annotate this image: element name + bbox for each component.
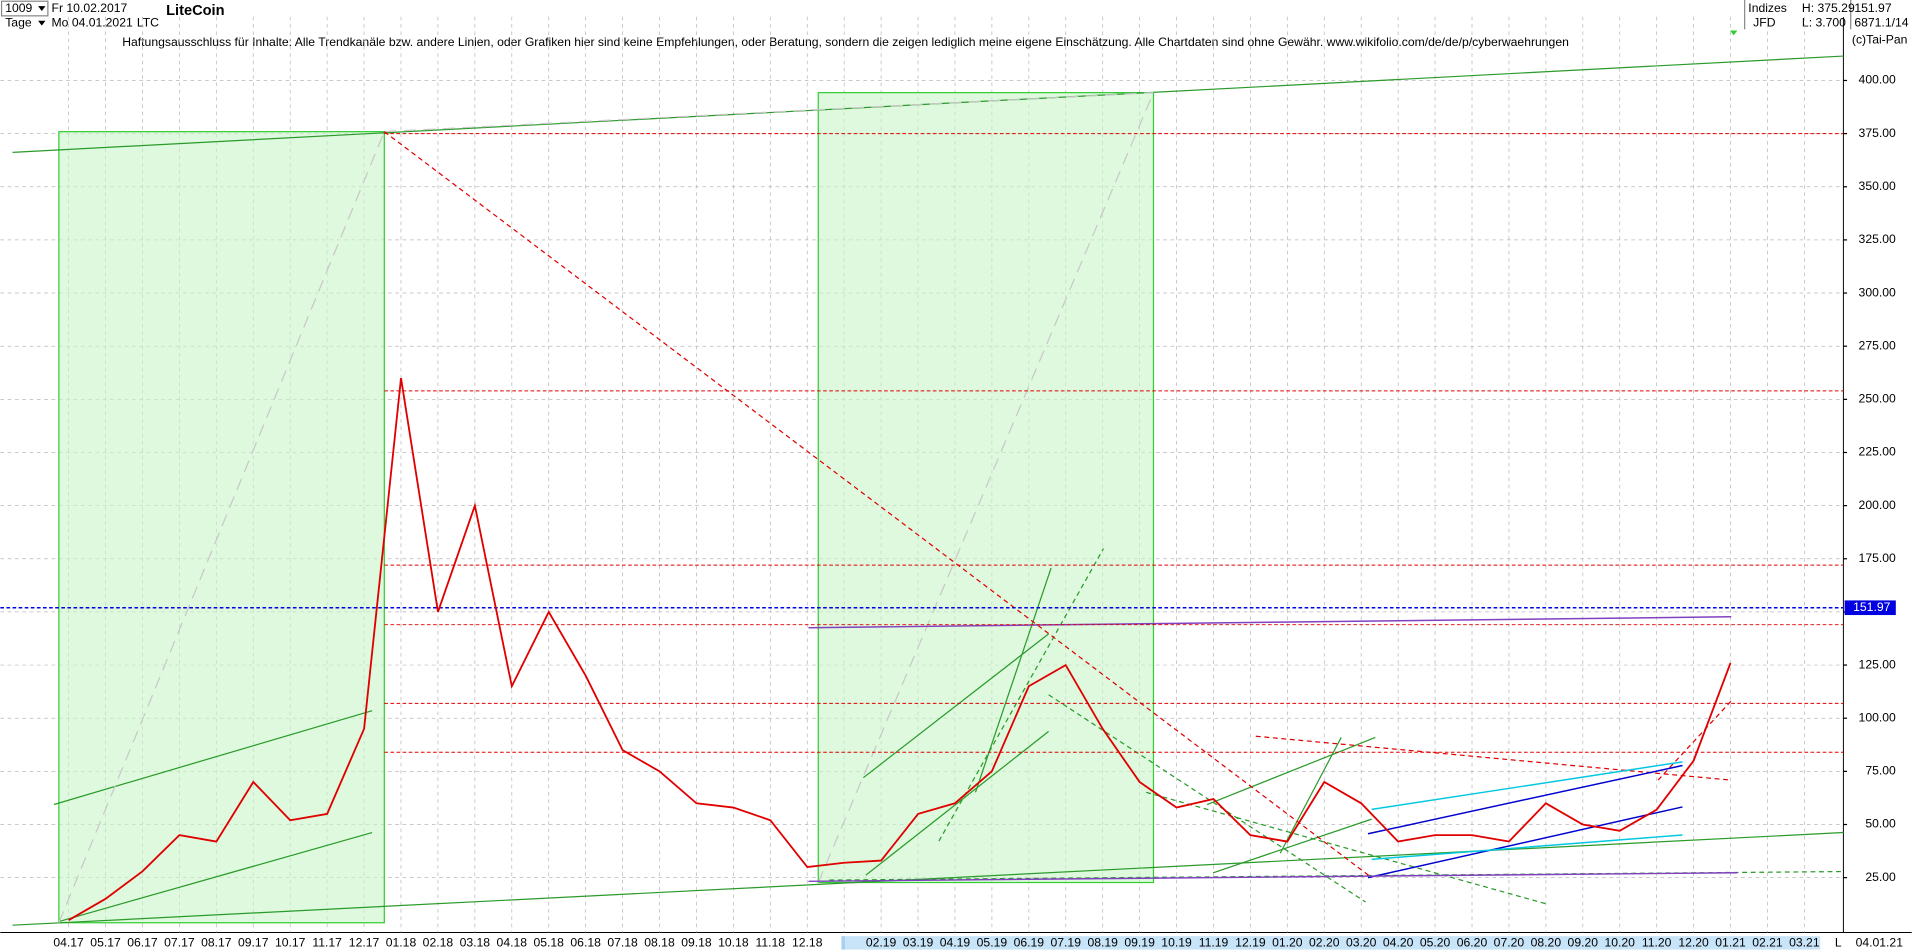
x-tick-label: 10.20 xyxy=(1604,936,1635,950)
chart-id: 1009 xyxy=(5,1,32,15)
price-line xyxy=(68,377,1732,921)
x-tick-label: 05.19 xyxy=(977,936,1008,950)
x-tick-label: 01.20 xyxy=(1272,936,1303,950)
x-tick-label: 09.19 xyxy=(1124,936,1155,950)
x-tick-label: 08.18 xyxy=(644,936,675,950)
x-tick-label: 11.18 xyxy=(756,936,786,950)
red-trend-lines xyxy=(383,131,1732,879)
high: H: 375.29 xyxy=(1802,1,1855,15)
last-price-label: 151.97 xyxy=(1853,600,1890,614)
x-tick-label: 08.20 xyxy=(1531,936,1562,950)
x-tick-label: 05.17 xyxy=(90,936,121,950)
x-tick-label: 06.17 xyxy=(127,936,158,950)
x-tick-label: 12.19 xyxy=(1235,936,1266,950)
x-tick-label: 07.18 xyxy=(607,936,638,950)
x-tick-label: 04.18 xyxy=(497,936,528,950)
y-tick-label: 250.00 xyxy=(1859,392,1896,406)
channel-lines xyxy=(808,616,1738,883)
gann-lines xyxy=(58,92,1155,923)
x-tick-label: 09.18 xyxy=(681,936,712,950)
x-tick-label: 02.19 xyxy=(866,936,897,950)
x-tick-label: 03.21 xyxy=(1789,936,1820,950)
x-tick-label: 01.21 xyxy=(1715,936,1746,950)
plot xyxy=(0,133,1844,921)
code: 6871.1/14 xyxy=(1854,15,1908,29)
trend-lines xyxy=(12,55,1844,926)
x-tick-label: 03.19 xyxy=(903,936,934,950)
x-tick-label: 12.17 xyxy=(349,936,380,950)
chart-title: LiteCoin xyxy=(166,3,225,19)
x-tick-label: 10.19 xyxy=(1161,936,1192,950)
y-tick-label: 275.00 xyxy=(1859,338,1896,352)
last-price-box xyxy=(1844,600,1896,616)
y-tick-label: 300.00 xyxy=(1859,285,1896,299)
copyright: (c)Tai-Pan xyxy=(1852,32,1907,46)
highlight xyxy=(845,936,1821,950)
mode-label: L xyxy=(1835,936,1842,950)
x-tick-label: 02.21 xyxy=(1752,936,1783,950)
y-tick-label: 200.00 xyxy=(1859,498,1896,512)
marker xyxy=(1730,30,1738,36)
y-tick-label: 325.00 xyxy=(1859,232,1896,246)
x-tick-label: 06.19 xyxy=(1014,936,1045,950)
x-tick-label: 05.20 xyxy=(1420,936,1451,950)
x-tick-label: 02.20 xyxy=(1309,936,1340,950)
y-tick-label: 125.00 xyxy=(1859,657,1896,671)
id-box[interactable] xyxy=(0,0,49,17)
y-tick-label: 400.00 xyxy=(1859,73,1896,87)
chart-subtitle: Haftungsausschluss für Inhalte: Alle Tre… xyxy=(122,35,1569,49)
x-tick-label: 09.20 xyxy=(1568,936,1599,950)
x-tick-label: 02.18 xyxy=(423,936,454,950)
y-tick-label: 50.00 xyxy=(1865,817,1896,831)
y-tick-label: 225.00 xyxy=(1859,445,1896,459)
end-date: Mo 04.01.2021 xyxy=(52,15,133,29)
start-date: Fr 10.02.2017 xyxy=(52,1,128,15)
x-tick-label: 09.17 xyxy=(238,936,269,950)
x-tick-label: 11.19 xyxy=(1199,936,1229,950)
price: 151.97 xyxy=(1854,1,1891,15)
y-tick-label: 100.00 xyxy=(1859,710,1896,724)
x-tick-label: 08.17 xyxy=(201,936,232,950)
x-tick-label: 04.17 xyxy=(53,936,84,950)
low: L: 3.700 xyxy=(1802,15,1846,29)
x-tick-label: 12.20 xyxy=(1678,936,1709,950)
group: Indizes xyxy=(1748,1,1787,15)
x-tick-label: 12.18 xyxy=(792,936,823,950)
y-tick-label: 75.00 xyxy=(1865,764,1896,778)
x-tick-label: 07.20 xyxy=(1494,936,1525,950)
x-tick-label: 04.20 xyxy=(1383,936,1414,950)
x-tick-label: 03.18 xyxy=(460,936,491,950)
symbol: LTC xyxy=(137,15,159,29)
x-tick-label: 11.20 xyxy=(1642,936,1672,950)
x-tick-label: 05.18 xyxy=(533,936,564,950)
dropdown-arrows[interactable] xyxy=(38,6,46,26)
x-tick-label: 10.18 xyxy=(718,936,749,950)
x-tick-label: 03.20 xyxy=(1346,936,1377,950)
period: Tage xyxy=(5,15,32,29)
x-tick-label: 11.17 xyxy=(312,936,342,950)
date-label: 04.01.21 xyxy=(1856,936,1904,950)
x-tick-label: 04.19 xyxy=(940,936,971,950)
x-tick-label: 07.17 xyxy=(164,936,195,950)
x-tick-label: 06.18 xyxy=(570,936,601,950)
highlight xyxy=(841,936,846,950)
y-tick-label: 375.00 xyxy=(1859,126,1896,140)
x-tick-label: 06.20 xyxy=(1457,936,1488,950)
x-tick-label: 07.19 xyxy=(1051,936,1082,950)
y-tick-label: 350.00 xyxy=(1859,179,1896,193)
x-tick-label: 08.19 xyxy=(1087,936,1118,950)
y-tick-label: 25.00 xyxy=(1865,870,1896,884)
broker: JFD xyxy=(1753,15,1776,29)
x-tick-label: 01.18 xyxy=(386,936,417,950)
x-tick-label: 10.17 xyxy=(275,936,306,950)
y-tick-label: 175.00 xyxy=(1859,551,1896,565)
